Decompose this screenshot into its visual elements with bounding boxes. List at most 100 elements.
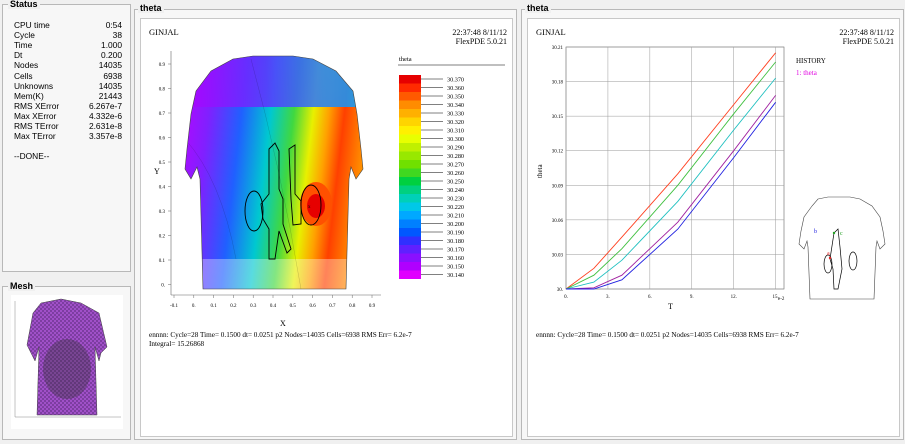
inset-label-a: a [827, 251, 830, 257]
legend-value: 30.260 [447, 170, 464, 177]
contour-xtick: 0.6 [309, 304, 316, 309]
contour-problem-name: GINJAL [149, 27, 179, 37]
legend-value: 30.250 [447, 179, 464, 186]
status-key: Max XError [14, 110, 57, 121]
svg-text:x: x [308, 205, 311, 210]
inset-label-c: c [840, 231, 843, 237]
legend-value: 30.210 [447, 213, 464, 220]
legend-swatch [399, 83, 421, 92]
contour-ytick: 0.9 [159, 63, 166, 68]
contour-plot-area[interactable]: GINJAL 22:37:48 8/11/12 FlexPDE 5.0.21 0… [140, 18, 513, 437]
contour-xtick: 0.3 [250, 304, 257, 309]
status-key: RMS TError [14, 121, 59, 131]
history-title: HISTORY [796, 57, 826, 65]
contour-ytick: 0.3 [159, 210, 166, 215]
vessel-outline-2 [288, 144, 302, 226]
history-ytick: 30. [557, 288, 563, 293]
history-timestamp: 22:37:48 8/11/12 [839, 28, 894, 37]
status-value: 14035 [98, 80, 122, 91]
legend-swatch [399, 236, 421, 245]
legend-value: 30.190 [447, 230, 464, 237]
status-key: RMS XError [14, 100, 60, 111]
legend-value: 30.170 [447, 247, 464, 254]
legend-swatch [399, 75, 421, 84]
legend-swatch [399, 151, 421, 160]
history-xtick: 6. [648, 295, 652, 300]
mesh-thumbnail [11, 295, 123, 429]
history-xtick: 3. [606, 295, 610, 300]
legend-swatch [399, 245, 421, 254]
legend-swatch [399, 185, 421, 194]
status-panel [2, 4, 131, 272]
legend-value: 30.350 [447, 94, 464, 101]
legend-value: 30.240 [447, 187, 464, 194]
legend-value: 30.290 [447, 145, 464, 152]
probe-location-inset: b c a [798, 196, 886, 300]
contour-ytick: 0.6 [159, 137, 166, 142]
history-xtick: 12. [731, 295, 737, 300]
contour-panel-title: theta [138, 3, 164, 13]
contour-xtick: 0.5 [290, 304, 297, 309]
contour-ytick: 0.1 [159, 259, 166, 264]
legend-swatch [399, 134, 421, 143]
contour-xtick: 0.1 [210, 304, 217, 309]
mesh-panel[interactable] [2, 286, 131, 440]
contour-ytick: 0.7 [159, 112, 166, 117]
contour-xtick: 0.4 [270, 304, 277, 309]
legend-value: 30.270 [447, 162, 464, 169]
contour-ytick: 0.5 [159, 161, 166, 166]
body-outline [184, 55, 364, 290]
status-key: Dt [14, 50, 23, 61]
status-value: 0.200 [101, 50, 122, 61]
contour-footer: ennnn: Cycle=28 Time= 0.1500 dt= 0.0251 … [149, 331, 412, 339]
legend-value: 30.320 [447, 119, 464, 126]
status-panel-title: Status [8, 0, 40, 9]
legend-value: 30.280 [447, 153, 464, 160]
legend-swatch [399, 117, 421, 126]
history-entry: 1: theta [796, 69, 818, 77]
legend-swatch [399, 92, 421, 101]
status-key: CPU time [14, 20, 50, 30]
vessel-outline [260, 142, 292, 260]
legend-value: 30.180 [447, 238, 464, 245]
status-value: 1.000 [101, 40, 122, 51]
contour-ylabel: Y [154, 167, 160, 176]
legend-swatch [399, 202, 421, 211]
history-line-3 [565, 95, 776, 290]
contour-xtick: 0.7 [329, 304, 336, 309]
history-line-2 [565, 77, 776, 290]
status-key: Cycle [14, 30, 35, 41]
legend-swatch [399, 126, 421, 135]
history-ytick: 30.09 [552, 184, 564, 189]
legend-value: 30.200 [447, 221, 464, 228]
history-ylabel: theta [536, 164, 544, 178]
legend-swatch [399, 253, 421, 262]
legend-swatch [399, 177, 421, 186]
legend-swatch [399, 160, 421, 169]
history-ytick: 30.21 [552, 46, 564, 51]
history-version: FlexPDE 5.0.21 [843, 37, 894, 46]
status-value: 2.631e-8 [88, 121, 122, 131]
right-kidney-outline [300, 184, 322, 226]
history-xtick: 9. [690, 295, 694, 300]
inset-label-b: b [814, 229, 817, 235]
legend-swatch [399, 211, 421, 220]
history-line-4 [566, 102, 776, 290]
contour-xlabel: X [280, 319, 286, 328]
history-plot-area[interactable]: GINJAL 22:37:48 8/11/12 FlexPDE 5.0.21 3… [527, 18, 900, 437]
contour-ytick: 0. [161, 284, 165, 289]
history-line-0 [565, 52, 776, 290]
history-xtick: 0. [564, 295, 568, 300]
contour-ytick: 0.8 [159, 88, 166, 93]
mesh-panel-title: Mesh [8, 281, 36, 291]
contour-xtick: 0. [192, 304, 196, 309]
legend-value: 30.220 [447, 204, 464, 211]
history-ytick: 30.03 [552, 253, 564, 258]
status-value: 3.357e-8 [88, 131, 122, 142]
legend-swatch [399, 219, 421, 228]
contour-xtick: 0.8 [349, 304, 356, 309]
status-value: 21443 [98, 90, 122, 101]
legend-swatch [399, 270, 421, 279]
history-ytick: 30.12 [552, 150, 564, 155]
contour-plot: GINJAL 22:37:48 8/11/12 FlexPDE 5.0.21 0… [149, 27, 507, 348]
